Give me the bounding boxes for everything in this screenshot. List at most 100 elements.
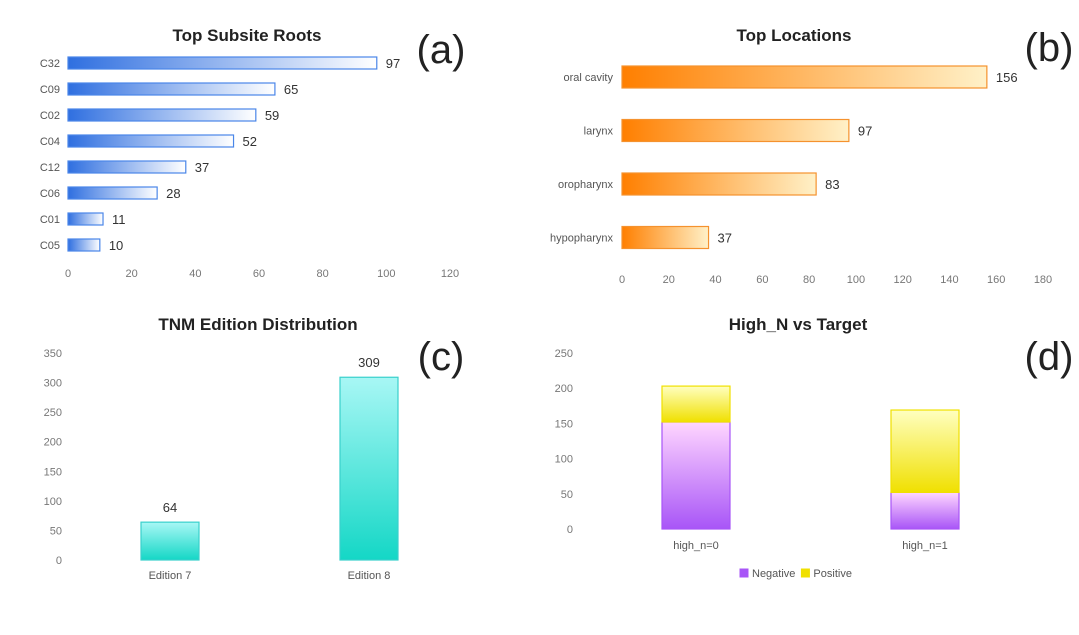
bar — [339, 376, 399, 561]
bar — [67, 186, 158, 200]
data-label: 156 — [996, 70, 1018, 85]
y-tick-label: 300 — [44, 378, 62, 390]
category-label: high_n=1 — [902, 540, 948, 552]
chart-title-b: Top Locations — [737, 26, 852, 45]
plot-area-b: oral cavity 156 larynx 97 oropharynx 83 hypoph… — [550, 65, 1052, 286]
category-label: larynx — [584, 126, 614, 138]
x-tick-label: 60 — [253, 268, 265, 280]
x-tick-label: 120 — [893, 274, 911, 286]
y-tick-label: 0 — [567, 524, 573, 536]
category-label: oropharynx — [558, 179, 614, 191]
plot-area-a: C32 97 C09 65 C02 59 C04 52 C12 37 C06 28 C01 11 C05 10… — [40, 56, 459, 280]
panel-label-b: (b) — [1025, 26, 1074, 70]
y-tick-label: 50 — [561, 489, 573, 501]
category-label: Edition 8 — [348, 570, 391, 582]
bar-segment-negative — [890, 491, 960, 530]
bar-segment-negative — [661, 421, 731, 530]
panel-d: High_N vs Target (d) 0 50 100 150 200 250 high… — [555, 315, 1074, 580]
x-tick-label: 100 — [847, 274, 865, 286]
y-tick-label: 200 — [555, 383, 573, 395]
data-label: 37 — [718, 231, 732, 246]
bar — [140, 521, 200, 561]
plot-area-c: 0 50 100 150 200 250 300 350 64 Edition 7 309 Editi… — [44, 348, 399, 582]
bar — [67, 56, 378, 70]
x-tick-label: 160 — [987, 274, 1005, 286]
category-label: C32 — [40, 58, 60, 70]
data-label: 10 — [109, 238, 123, 253]
category-label: C01 — [40, 214, 60, 226]
bar-segment-positive — [661, 385, 731, 423]
y-tick-label: 150 — [44, 466, 62, 478]
data-label: 64 — [163, 500, 177, 515]
data-label: 28 — [166, 186, 180, 201]
category-label: C09 — [40, 84, 60, 96]
y-tick-label: 250 — [44, 407, 62, 419]
data-label: 97 — [858, 124, 872, 139]
x-tick-label: 100 — [377, 268, 395, 280]
category-label: C12 — [40, 162, 60, 174]
category-label: oral cavity — [563, 72, 613, 84]
y-tick-label: 350 — [44, 348, 62, 360]
x-tick-label: 0 — [619, 274, 625, 286]
panel-b: Top Locations (b) oral cavity 156 larynx 97… — [550, 26, 1073, 286]
bar-segment-positive — [890, 409, 960, 493]
data-label: 97 — [386, 56, 400, 71]
category-label: C06 — [40, 188, 60, 200]
x-tick-label: 180 — [1034, 274, 1052, 286]
x-tick-label: 40 — [709, 274, 721, 286]
x-tick-label: 20 — [663, 274, 675, 286]
legend-swatch-positive — [800, 568, 810, 578]
data-label: 59 — [265, 108, 279, 123]
y-tick-label: 100 — [555, 454, 573, 466]
category-label: C02 — [40, 110, 60, 122]
data-label: 37 — [195, 160, 209, 175]
bar — [67, 212, 104, 226]
chart-title-a: Top Subsite Roots — [173, 26, 322, 45]
category-label: hypopharynx — [550, 233, 613, 245]
data-label: 11 — [112, 212, 126, 227]
data-label: 65 — [284, 82, 298, 97]
y-tick-label: 200 — [44, 437, 62, 449]
bar — [67, 82, 276, 96]
x-tick-label: 60 — [756, 274, 768, 286]
data-label: 52 — [243, 134, 257, 149]
bar — [621, 65, 988, 89]
x-tick-label: 140 — [940, 274, 958, 286]
x-tick-label: 20 — [126, 268, 138, 280]
y-tick-label: 0 — [56, 555, 62, 567]
panel-label-d: (d) — [1025, 335, 1074, 379]
category-label: high_n=0 — [673, 540, 719, 552]
category-label: Edition 7 — [149, 570, 192, 582]
panel-c: TNM Edition Distribution (c) 0 50 100 150 20… — [44, 315, 465, 582]
plot-area-d: 0 50 100 150 200 250 high_n=0 high_n=1 — [555, 348, 960, 552]
x-tick-label: 40 — [189, 268, 201, 280]
y-tick-label: 250 — [555, 348, 573, 360]
bar — [67, 108, 257, 122]
bar — [621, 118, 850, 143]
legend-d: Negative Positive — [739, 568, 852, 580]
panel-a: Top Subsite Roots (a) C32 97 C09 65 C02 59 C04… — [40, 26, 466, 280]
bar — [67, 134, 235, 148]
legend-label-positive: Positive — [813, 568, 852, 580]
panel-label-a: (a) — [417, 28, 466, 72]
category-label: C05 — [40, 240, 60, 252]
panel-label-c: (c) — [418, 335, 465, 379]
bar — [621, 225, 710, 250]
legend-label-negative: Negative — [752, 568, 795, 580]
x-tick-label: 80 — [317, 268, 329, 280]
bar — [621, 172, 817, 196]
y-tick-label: 50 — [50, 525, 62, 537]
x-tick-label: 120 — [441, 268, 459, 280]
bar — [67, 238, 101, 252]
data-label: 309 — [358, 355, 380, 370]
y-tick-label: 150 — [555, 418, 573, 430]
bar — [67, 160, 187, 174]
x-tick-label: 80 — [803, 274, 815, 286]
chart-title-d: High_N vs Target — [729, 315, 868, 334]
x-tick-label: 0 — [65, 268, 71, 280]
legend-swatch-negative — [739, 568, 749, 578]
chart-title-c: TNM Edition Distribution — [158, 315, 357, 334]
category-label: C04 — [40, 136, 60, 148]
y-tick-label: 100 — [44, 496, 62, 508]
